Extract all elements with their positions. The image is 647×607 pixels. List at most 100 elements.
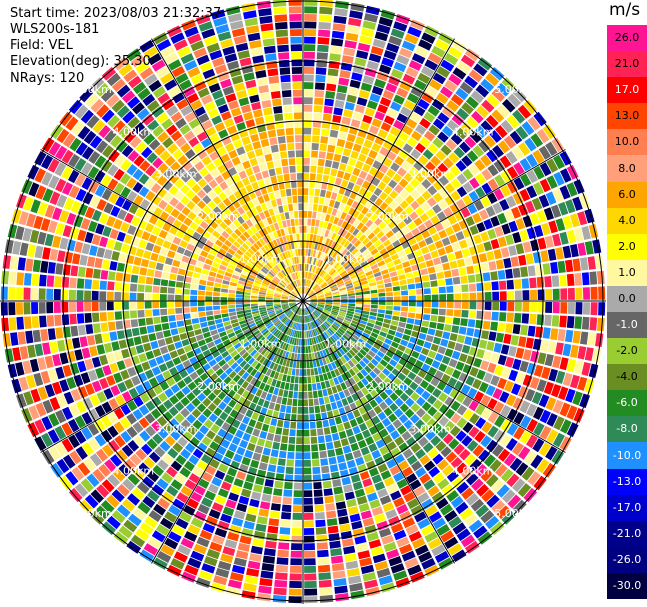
range-gate xyxy=(163,423,174,434)
range-gate xyxy=(298,210,303,218)
range-gate xyxy=(469,301,477,310)
range-gate xyxy=(365,241,373,249)
range-gate xyxy=(559,274,567,287)
range-gate xyxy=(204,258,213,266)
range-gate xyxy=(145,276,154,285)
range-gate xyxy=(243,301,250,304)
range-gate xyxy=(294,127,303,135)
range-gate xyxy=(101,479,115,493)
range-gate xyxy=(333,486,343,495)
range-gate xyxy=(175,454,187,466)
range-gate xyxy=(356,242,365,251)
range-gate xyxy=(243,10,257,20)
range-gate xyxy=(268,286,276,290)
range-gate xyxy=(236,287,244,292)
range-gate xyxy=(223,405,233,415)
range-gate xyxy=(238,422,247,432)
range-gate xyxy=(431,45,446,58)
range-gate xyxy=(257,593,271,602)
range-gate xyxy=(350,474,361,483)
range-gate xyxy=(91,380,102,393)
range-gate xyxy=(322,388,328,397)
range-gate xyxy=(278,283,285,289)
range-gate xyxy=(323,396,330,404)
range-gate xyxy=(529,212,540,226)
range-gate xyxy=(287,196,293,204)
range-gate xyxy=(486,341,495,351)
range-gate xyxy=(262,316,270,322)
range-gate xyxy=(480,469,494,482)
range-gate xyxy=(290,550,302,558)
range-gate xyxy=(546,413,558,427)
range-gate xyxy=(245,474,256,483)
range-gate xyxy=(531,197,543,211)
range-gate xyxy=(106,238,116,250)
range-gate xyxy=(156,550,172,563)
range-gate xyxy=(224,118,235,128)
range-gate xyxy=(402,517,416,529)
range-gate xyxy=(274,276,281,282)
range-gate xyxy=(338,131,348,140)
range-gate xyxy=(148,333,157,342)
range-gate xyxy=(469,225,479,236)
range-gate xyxy=(46,315,55,327)
range-gate xyxy=(34,343,44,357)
range-gate xyxy=(250,47,263,57)
range-gate xyxy=(75,400,87,414)
range-gate xyxy=(343,344,351,351)
range-gate xyxy=(572,330,581,344)
range-gate xyxy=(215,355,224,363)
range-gate xyxy=(179,369,189,379)
range-gate xyxy=(296,429,303,437)
range-gate xyxy=(130,319,139,328)
range-gate xyxy=(175,117,187,129)
range-gate xyxy=(262,38,275,47)
range-gate xyxy=(257,323,265,330)
range-gate xyxy=(122,478,135,492)
range-gate xyxy=(269,224,276,232)
range-gate xyxy=(250,349,258,357)
range-gate xyxy=(370,304,378,309)
range-gate xyxy=(131,355,141,366)
range-ring-label: 2.00km xyxy=(367,380,409,393)
range-gate xyxy=(253,243,260,251)
range-gate xyxy=(322,113,332,122)
range-gate xyxy=(309,314,313,321)
range-gate xyxy=(175,424,186,435)
range-gate xyxy=(440,446,452,458)
range-gate xyxy=(459,448,471,461)
range-gate xyxy=(284,243,290,251)
range-gate xyxy=(229,409,239,419)
range-gate xyxy=(215,239,224,247)
range-gate xyxy=(138,219,148,230)
range-gate xyxy=(307,323,311,330)
range-gate xyxy=(49,341,59,354)
range-gate xyxy=(438,404,449,415)
range-gate xyxy=(111,489,125,503)
range-gate xyxy=(390,68,404,80)
range-gate xyxy=(331,361,337,370)
range-gate xyxy=(407,312,416,319)
range-gate xyxy=(199,167,209,177)
range-gate xyxy=(341,373,348,382)
range-gate xyxy=(437,459,449,471)
range-gate xyxy=(161,491,175,504)
range-gate xyxy=(297,406,303,414)
range-gate xyxy=(208,509,221,520)
range-gate xyxy=(180,485,193,497)
range-gate xyxy=(340,414,349,423)
range-gate xyxy=(352,167,361,177)
colorbar-tick-label: 0.0 xyxy=(618,291,636,305)
range-gate xyxy=(407,283,416,290)
range-gate xyxy=(282,252,287,260)
range-gate xyxy=(460,467,474,480)
range-gate xyxy=(491,281,499,291)
range-gate xyxy=(273,247,279,255)
range-gate xyxy=(443,270,452,278)
range-gate xyxy=(455,392,466,403)
range-gate xyxy=(348,506,359,515)
range-gate xyxy=(306,264,309,272)
range-gate xyxy=(199,61,213,73)
range-gate xyxy=(449,165,461,177)
range-gate xyxy=(334,493,345,503)
